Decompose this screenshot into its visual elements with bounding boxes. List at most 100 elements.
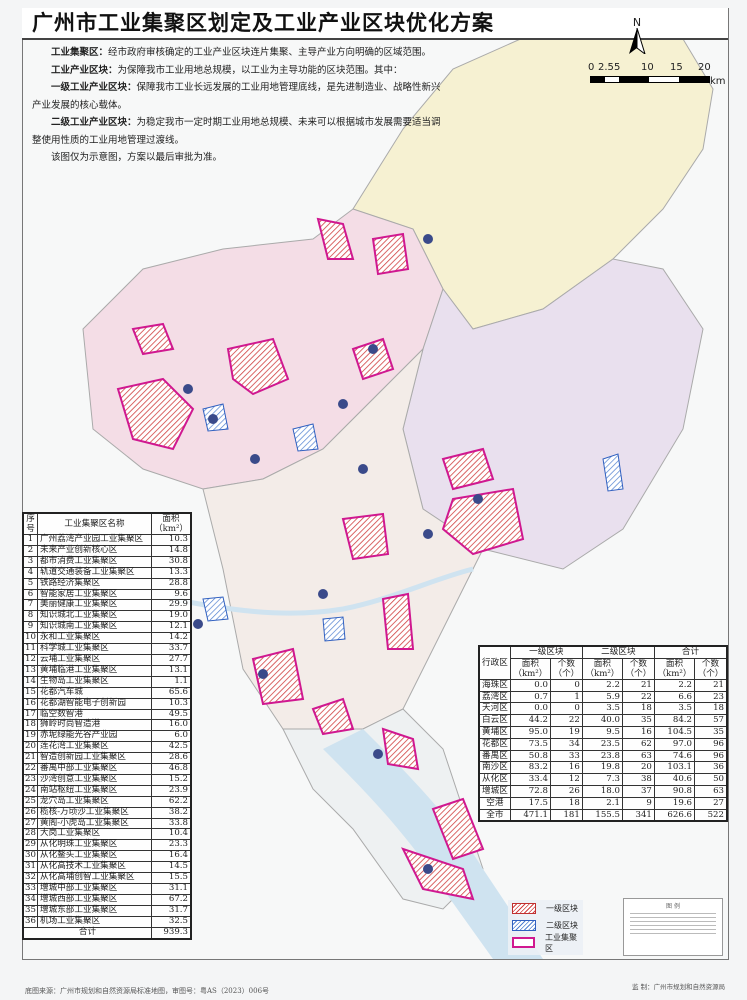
table-cell: 62 — [621, 737, 655, 751]
table-row: 全市 471.1 181 155.5 341 626.6 522 — [478, 808, 728, 822]
table-row: 花都区 73.5 34 23.5 62 97.0 96 — [478, 737, 728, 751]
table-cell: 50 — [694, 773, 728, 786]
table-cell: 74.6 — [653, 749, 696, 763]
table-cell: 0.7 — [509, 690, 551, 704]
table-row: 2 未来产业创新核心区 14.8 — [22, 544, 192, 557]
row-no: 34 — [22, 893, 38, 906]
north-arrow-icon — [629, 27, 646, 56]
desc-note: 该图仅为示意图，方案以最后审批为准。 — [51, 152, 223, 163]
table-cell: 103.1 — [653, 761, 696, 775]
cluster-area: 1.1 — [151, 675, 192, 688]
cluster-number-markers — [183, 234, 483, 874]
table-cell: 18 — [549, 796, 583, 810]
second-level-block — [292, 423, 319, 452]
table-cell: 16 — [621, 725, 655, 739]
table-cell: 96 — [694, 749, 728, 763]
district-name: 黄埔区 — [478, 725, 511, 739]
table-cell: 7.3 — [581, 773, 623, 786]
cluster-name: 智造创新园工业集聚区 — [36, 752, 153, 765]
table-row: 31 从化高技术工业集聚区 14.5 — [22, 861, 192, 874]
table-cell: 37 — [621, 784, 655, 798]
table-cell: 626.6 — [653, 808, 696, 822]
table-cell: 50.8 — [509, 749, 551, 763]
description: 工业集聚区：经市政府审核确定的工业产业区块连片集聚、主导产业方向明确的区域范围。… — [32, 44, 442, 167]
table-cell: 104.5 — [653, 725, 696, 739]
north-arrow: N — [628, 17, 646, 58]
table-row: 26 榄核-万顷沙工业集聚区 38.2 — [22, 806, 192, 819]
cluster-area: 16.4 — [151, 850, 192, 863]
table-cell: 35 — [694, 725, 728, 739]
header-area: 面积（km²） — [151, 512, 192, 535]
cluster-block — [401, 847, 475, 901]
header-level1: 一级区块 — [509, 645, 583, 659]
table-row: 荔湾区 0.7 1 5.9 22 6.6 23 — [478, 690, 728, 704]
table-row: 番禺区 50.8 33 23.8 63 74.6 96 — [478, 749, 728, 763]
cluster-area: 10.4 — [151, 828, 192, 841]
table-cell: 63 — [621, 749, 655, 763]
cluster-name: 榄核-万顷沙工业集聚区 — [36, 806, 153, 819]
table-cell: 33 — [549, 749, 583, 763]
cluster-area: 31.7 — [151, 904, 192, 917]
row-no: 25 — [22, 795, 38, 808]
table-cell: 2.1 — [581, 796, 623, 810]
cluster-area: 32.5 — [151, 915, 192, 928]
cluster-block — [381, 592, 415, 650]
cluster-name: 番禺中部工业集聚区 — [36, 763, 153, 775]
table-row: 15 花都汽车城 65.6 — [22, 686, 192, 699]
cluster-name: 云埔工业集聚区 — [36, 653, 153, 666]
table-row: 南沙区 83.2 16 19.8 20 103.1 36 — [478, 761, 728, 775]
table-cell: 23.5 — [581, 737, 623, 751]
legend-item-level1: 一级区块 — [508, 900, 583, 917]
desc-cluster: 工业集聚区：经市政府审核确定的工业产业区块连片集聚、主导产业方向明确的区域范围。 — [51, 47, 432, 58]
district-name: 南沙区 — [478, 761, 511, 775]
cluster-name: 科学城工业集聚区 — [36, 643, 153, 655]
row-no: 23 — [22, 773, 38, 786]
scale-bar: 0 2.5 5 10 15 20 km — [588, 62, 726, 87]
header-area: 面积（km²） — [509, 657, 551, 680]
cluster-table: 序号 工业集聚区名称 面积（km²） 1 广州荔湾产业园工业集聚区 10.3 2 未来产… — [22, 512, 192, 940]
table-cell: 3.5 — [581, 702, 623, 716]
table-row: 13 黄埔临港工业集聚区 13.1 — [22, 664, 192, 677]
table-cell: 3.5 — [653, 702, 696, 716]
maker-credit: 监 制：广州市规划和自然资源局 — [632, 983, 726, 991]
table-row: 25 龙穴岛工业集聚区 62.2 — [22, 795, 192, 808]
cluster-name: 永和工业集聚区 — [36, 632, 153, 645]
row-no: 27 — [22, 817, 38, 830]
district-name: 空港 — [478, 796, 511, 810]
table-cell: 40.0 — [581, 714, 623, 727]
cluster-area: 28.8 — [151, 577, 192, 590]
cluster-area: 14.5 — [151, 861, 192, 874]
row-no: 3 — [22, 555, 38, 568]
table-row: 3 都市消费工业集聚区 30.8 — [22, 555, 192, 568]
cluster-area: 30.8 — [151, 555, 192, 568]
row-no: 30 — [22, 850, 38, 863]
cluster-name: 生物岛工业集聚区 — [36, 675, 153, 688]
table-row: 16 花都湖智能电子创新园 10.3 — [22, 697, 192, 710]
cluster-area: 46.8 — [151, 763, 192, 775]
row-no: 17 — [22, 708, 38, 721]
table-cell: 18 — [694, 702, 728, 716]
table-row: 35 增城东部工业集聚区 31.7 — [22, 904, 192, 917]
table-cell: 21 — [694, 678, 728, 692]
table-cell: 522 — [694, 808, 728, 822]
district-name: 番禺区 — [478, 749, 511, 763]
table-cell: 95.0 — [509, 725, 551, 739]
table-row: 22 番禺中部工业集聚区 46.8 — [22, 763, 192, 775]
page-title: 广州市工业集聚区划定及工业产业区块优化方案 — [32, 10, 494, 35]
cluster-area: 62.2 — [151, 795, 192, 808]
table-row: 23 沙湾创意工业集聚区 15.2 — [22, 773, 192, 786]
row-no: 13 — [22, 664, 38, 677]
table-row: 32 从化高埔创智工业集聚区 15.5 — [22, 872, 192, 884]
table-cell: 9.5 — [581, 725, 623, 739]
cluster-area: 33.8 — [151, 817, 192, 830]
table-cell: 9 — [621, 796, 655, 810]
cluster-name: 从化高技术工业集聚区 — [36, 861, 153, 874]
cluster-name: 铁路经济集聚区 — [36, 577, 153, 590]
table-cell: 20 — [621, 761, 655, 775]
row-no: 36 — [22, 915, 38, 928]
table-row: 34 增城西部工业集聚区 67.2 — [22, 893, 192, 906]
row-no: 8 — [22, 610, 38, 623]
table-cell: 23.8 — [581, 749, 623, 763]
table-cell: 73.5 — [509, 737, 551, 751]
district-name: 天河区 — [478, 702, 511, 716]
